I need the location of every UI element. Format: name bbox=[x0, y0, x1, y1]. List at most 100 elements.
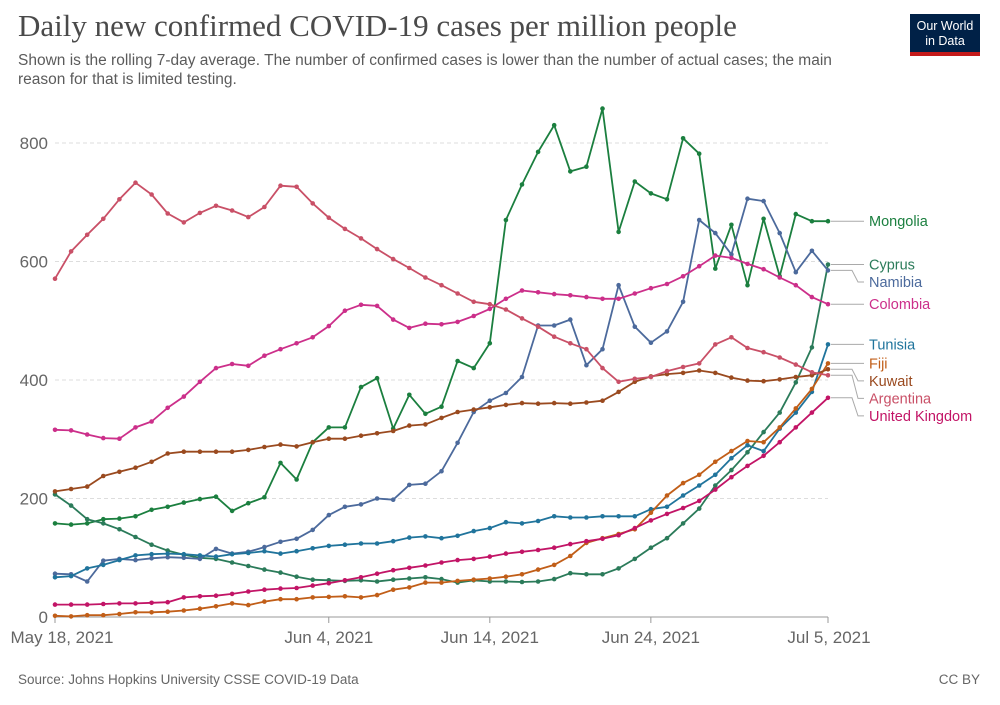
data-point[interactable] bbox=[374, 303, 380, 309]
legend-label-cyprus[interactable]: Cyprus bbox=[869, 258, 915, 274]
data-point[interactable] bbox=[713, 487, 718, 492]
data-point[interactable] bbox=[213, 593, 219, 598]
data-point[interactable] bbox=[326, 594, 332, 600]
data-point[interactable] bbox=[407, 423, 412, 428]
data-point[interactable] bbox=[729, 375, 734, 380]
data-point[interactable] bbox=[68, 614, 74, 619]
data-point[interactable] bbox=[745, 378, 750, 383]
data-point[interactable] bbox=[487, 341, 493, 346]
data-point[interactable] bbox=[294, 548, 299, 554]
data-point[interactable] bbox=[407, 535, 412, 540]
data-point[interactable] bbox=[310, 335, 316, 340]
data-point[interactable] bbox=[423, 422, 428, 427]
data-point[interactable] bbox=[229, 601, 235, 606]
data-point[interactable] bbox=[471, 407, 477, 412]
data-point[interactable] bbox=[439, 322, 444, 327]
series-line[interactable] bbox=[54, 107, 828, 526]
data-point[interactable] bbox=[809, 345, 815, 350]
data-point[interactable] bbox=[777, 275, 782, 280]
data-point[interactable] bbox=[262, 444, 267, 450]
data-point[interactable] bbox=[246, 563, 251, 569]
data-point[interactable] bbox=[503, 551, 509, 556]
data-point[interactable] bbox=[390, 577, 396, 582]
legend-label-fiji[interactable]: Fiji bbox=[869, 356, 888, 372]
data-point[interactable] bbox=[84, 484, 90, 489]
data-point[interactable] bbox=[310, 595, 316, 600]
data-point[interactable] bbox=[777, 425, 782, 430]
data-point[interactable] bbox=[390, 538, 396, 544]
series-argentina[interactable] bbox=[52, 180, 831, 385]
data-point[interactable] bbox=[777, 230, 782, 236]
data-point[interactable] bbox=[262, 353, 267, 359]
data-point[interactable] bbox=[262, 599, 267, 604]
data-point[interactable] bbox=[342, 436, 348, 442]
data-point[interactable] bbox=[713, 342, 718, 347]
data-point[interactable] bbox=[455, 358, 460, 364]
data-point[interactable] bbox=[197, 379, 203, 385]
data-point[interactable] bbox=[213, 494, 219, 500]
data-point[interactable] bbox=[519, 579, 525, 585]
data-point[interactable] bbox=[745, 463, 750, 469]
data-point[interactable] bbox=[648, 510, 654, 515]
data-point[interactable] bbox=[262, 587, 267, 592]
data-point[interactable] bbox=[664, 493, 670, 498]
data-point[interactable] bbox=[568, 553, 573, 559]
data-point[interactable] bbox=[664, 281, 670, 287]
data-point[interactable] bbox=[439, 404, 444, 410]
data-point[interactable] bbox=[68, 486, 74, 492]
data-point[interactable] bbox=[262, 544, 267, 550]
data-point[interactable] bbox=[632, 556, 638, 562]
data-point[interactable] bbox=[600, 365, 605, 371]
data-point[interactable] bbox=[664, 535, 670, 541]
data-point[interactable] bbox=[503, 307, 509, 312]
data-point[interactable] bbox=[713, 266, 718, 271]
data-point[interactable] bbox=[648, 518, 654, 523]
data-point[interactable] bbox=[616, 566, 621, 571]
data-point[interactable] bbox=[648, 191, 654, 196]
data-point[interactable] bbox=[52, 489, 58, 494]
data-point[interactable] bbox=[664, 197, 670, 202]
data-point[interactable] bbox=[584, 294, 589, 300]
data-point[interactable] bbox=[358, 236, 364, 241]
data-point[interactable] bbox=[407, 585, 412, 590]
data-point[interactable] bbox=[310, 546, 316, 551]
data-point[interactable] bbox=[165, 211, 170, 216]
data-point[interactable] bbox=[52, 613, 58, 619]
data-point[interactable] bbox=[390, 587, 396, 592]
data-point[interactable] bbox=[487, 301, 493, 307]
data-point[interactable] bbox=[197, 606, 203, 611]
data-point[interactable] bbox=[471, 299, 477, 305]
data-point[interactable] bbox=[777, 439, 782, 445]
data-point[interactable] bbox=[229, 208, 235, 213]
data-point[interactable] bbox=[632, 514, 638, 519]
data-point[interactable] bbox=[600, 514, 605, 519]
data-point[interactable] bbox=[809, 370, 815, 375]
data-point[interactable] bbox=[696, 151, 702, 156]
data-point[interactable] bbox=[149, 459, 154, 465]
data-point[interactable] bbox=[793, 269, 799, 275]
data-point[interactable] bbox=[133, 557, 138, 563]
data-point[interactable] bbox=[519, 316, 525, 321]
data-point[interactable] bbox=[519, 374, 525, 380]
data-point[interactable] bbox=[664, 329, 670, 334]
data-point[interactable] bbox=[149, 542, 154, 547]
data-point[interactable] bbox=[246, 363, 251, 369]
data-point[interactable] bbox=[503, 402, 509, 408]
data-point[interactable] bbox=[439, 560, 444, 565]
data-point[interactable] bbox=[229, 591, 235, 597]
data-point[interactable] bbox=[745, 438, 750, 444]
data-point[interactable] bbox=[793, 211, 799, 217]
data-point[interactable] bbox=[117, 469, 122, 475]
data-point[interactable] bbox=[229, 508, 235, 514]
data-point[interactable] bbox=[825, 367, 831, 372]
data-point[interactable] bbox=[439, 415, 444, 421]
data-point[interactable] bbox=[326, 580, 332, 586]
data-point[interactable] bbox=[197, 449, 203, 455]
data-point[interactable] bbox=[294, 341, 299, 346]
data-point[interactable] bbox=[149, 600, 154, 606]
data-point[interactable] bbox=[519, 549, 525, 555]
data-point[interactable] bbox=[213, 604, 219, 609]
data-point[interactable] bbox=[52, 521, 58, 526]
data-point[interactable] bbox=[52, 276, 58, 282]
data-point[interactable] bbox=[568, 341, 573, 346]
